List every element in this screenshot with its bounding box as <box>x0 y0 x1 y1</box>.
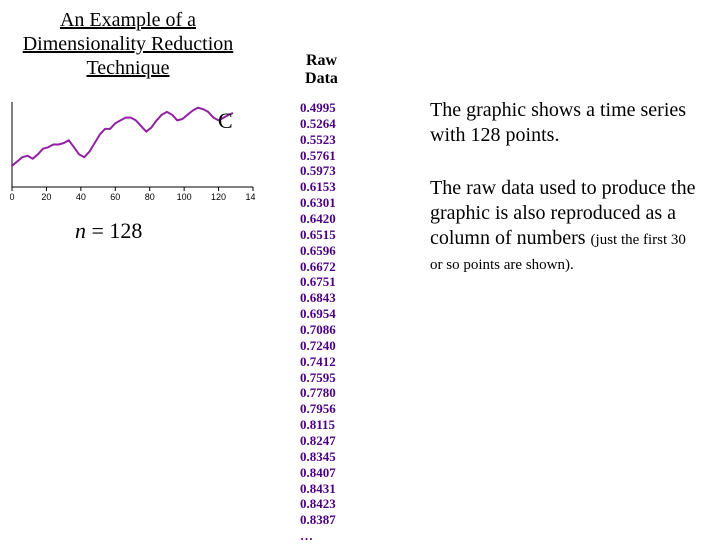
raw-data-value: 0.7412 <box>300 354 336 370</box>
raw-data-value: 0.7780 <box>300 385 336 401</box>
raw-data-value: 0.8247 <box>300 433 336 449</box>
raw-data-value: 0.6420 <box>300 211 336 227</box>
raw-data-value: 0.7086 <box>300 322 336 338</box>
raw-data-value: 0.8345 <box>300 449 336 465</box>
raw-data-value: 0.8431 <box>300 481 336 497</box>
raw-data-value: 0.6596 <box>300 243 336 259</box>
raw-data-value: 0.5973 <box>300 163 336 179</box>
raw-data-value: 0.8115 <box>300 417 336 433</box>
paragraph-1: The graphic shows a time series with 128… <box>430 98 700 148</box>
raw-data-column: 0.49950.52640.55230.57610.59730.61530.63… <box>300 100 336 544</box>
raw-header-l1: Raw <box>306 52 337 69</box>
raw-data-value: 0.5264 <box>300 116 336 132</box>
raw-data-value: 0.8423 <box>300 496 336 512</box>
raw-data-value: 0.5523 <box>300 132 336 148</box>
n-value: = 128 <box>86 218 142 243</box>
raw-data-value: 0.7956 <box>300 401 336 417</box>
svg-text:40: 40 <box>76 192 86 202</box>
raw-data-header: Raw Data <box>294 52 349 87</box>
raw-data-value: 0.5761 <box>300 148 336 164</box>
raw-data-value: 0.7595 <box>300 370 336 386</box>
svg-text:20: 20 <box>41 192 51 202</box>
raw-data-value: 0.7240 <box>300 338 336 354</box>
svg-text:60: 60 <box>110 192 120 202</box>
raw-data-value: 0.8407 <box>300 465 336 481</box>
svg-text:100: 100 <box>177 192 192 202</box>
raw-data-value: 0.6515 <box>300 227 336 243</box>
raw-data-value: 0.6301 <box>300 195 336 211</box>
title-line-2: Dimensionality Reduction <box>23 33 234 55</box>
raw-data-value: 0.4995 <box>300 100 336 116</box>
raw-header-l2: Data <box>305 70 338 87</box>
n-symbol: n <box>75 218 86 243</box>
title-line-3: Technique <box>86 57 169 79</box>
svg-text:0: 0 <box>10 192 15 202</box>
n-caption: n = 128 <box>75 218 142 244</box>
paragraph-2: The raw data used to produce the graphic… <box>430 176 700 276</box>
title-line-1: An Example of a <box>60 9 196 31</box>
raw-data-value: 0.8387 <box>300 512 336 528</box>
svg-text:120: 120 <box>211 192 226 202</box>
body-text: The graphic shows a time series with 128… <box>430 98 700 304</box>
raw-data-value: 0.6954 <box>300 306 336 322</box>
page-title: An Example of a Dimensionality Reduction… <box>8 8 248 80</box>
svg-text:80: 80 <box>145 192 155 202</box>
series-label: C <box>218 108 233 134</box>
raw-data-value: 0.6751 <box>300 274 336 290</box>
raw-data-value: 0.6843 <box>300 290 336 306</box>
svg-text:140: 140 <box>245 192 255 202</box>
raw-data-ellipsis: … <box>300 528 336 544</box>
raw-data-value: 0.6672 <box>300 259 336 275</box>
raw-data-value: 0.6153 <box>300 179 336 195</box>
